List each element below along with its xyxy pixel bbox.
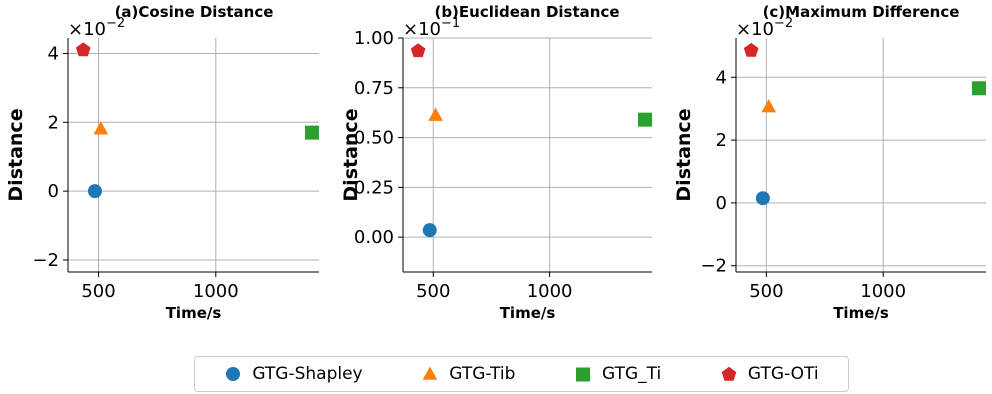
- triangle-marker-icon: [422, 366, 438, 380]
- chart-title: (b)Euclidean Distance: [434, 3, 619, 21]
- legend-item: GTG-Tib: [421, 364, 515, 384]
- y-tick-label: 0: [716, 193, 727, 214]
- y-axis-label: Distance: [5, 108, 27, 201]
- data-point: [93, 121, 109, 135]
- data-point: [743, 42, 759, 57]
- y-tick-label: 2: [716, 130, 727, 151]
- x-tick-label: 1000: [193, 281, 239, 302]
- data-point: [761, 99, 777, 113]
- legend-label: GTG-Shapley: [252, 364, 363, 384]
- legend-item: GTG-Shapley: [224, 364, 363, 384]
- x-axis-label: Time/s: [833, 304, 889, 322]
- legend-label: GTG_Ti: [602, 364, 662, 384]
- legend-label: GTG-Tib: [449, 364, 516, 384]
- legend-item: GTG-OTi: [720, 364, 819, 384]
- data-point: [422, 223, 437, 238]
- chart-panel-0: 500 1000 −2 0 2 4 ×10−2(a)Cosine Distance Time/…: [5, 3, 319, 322]
- y-tick-label: 0.25: [354, 177, 394, 198]
- y-tick-label: −2: [32, 250, 59, 271]
- data-point: [638, 112, 653, 127]
- data-point: [304, 125, 319, 140]
- y-tick-label: 0.75: [354, 78, 394, 99]
- pentagon-marker-icon: [721, 366, 737, 381]
- data-point: [75, 42, 91, 57]
- y-tick-label: 4: [48, 43, 59, 64]
- data-point: [428, 107, 443, 121]
- data-point: [410, 43, 426, 58]
- legend: GTG-Shapley GTG-Tib GTG_Ti GTG-OTi: [194, 356, 849, 392]
- chart-panel-1: 500 1000 0.00 0.25 0.50 0.75 1.00 ×10−1(b)Eucli…: [340, 3, 653, 322]
- data-point: [87, 184, 102, 199]
- legend-item: GTG_Ti: [574, 364, 661, 384]
- chart-title: (c)Maximum Difference: [763, 3, 960, 21]
- data-point: [755, 191, 770, 206]
- circle-marker-icon: [226, 367, 241, 381]
- y-tick-label: 2: [48, 112, 59, 133]
- x-axis-label: Time/s: [166, 304, 222, 322]
- y-tick-label: 1.00: [354, 28, 394, 49]
- x-tick-label: 1000: [527, 281, 573, 302]
- x-tick-label: 500: [749, 281, 783, 302]
- y-offset-label: ×10−2: [68, 16, 125, 40]
- y-tick-label: 4: [716, 67, 727, 88]
- data-point: [971, 81, 986, 96]
- y-axis-label: Distance: [673, 108, 695, 201]
- chart-panel-2: 500 1000 −2 0 2 4 ×10−2(c)Maximum Difference Ti…: [673, 3, 986, 322]
- chart-title: (a)Cosine Distance: [115, 3, 274, 21]
- y-tick-label: 0: [48, 181, 59, 202]
- y-tick-label: −2: [700, 256, 727, 277]
- square-marker-icon: [576, 367, 591, 382]
- x-tick-label: 1000: [860, 281, 906, 302]
- y-tick-label: 0.00: [354, 227, 394, 248]
- y-offset-label: ×10−1: [403, 16, 460, 40]
- x-tick-label: 500: [416, 281, 450, 302]
- x-axis-label: Time/s: [500, 304, 556, 322]
- legend-label: GTG-OTi: [747, 364, 819, 384]
- x-tick-label: 500: [81, 281, 115, 302]
- y-offset-label: ×10−2: [736, 16, 793, 40]
- y-axis-label: Distance: [340, 108, 362, 201]
- y-tick-label: 0.50: [354, 128, 394, 149]
